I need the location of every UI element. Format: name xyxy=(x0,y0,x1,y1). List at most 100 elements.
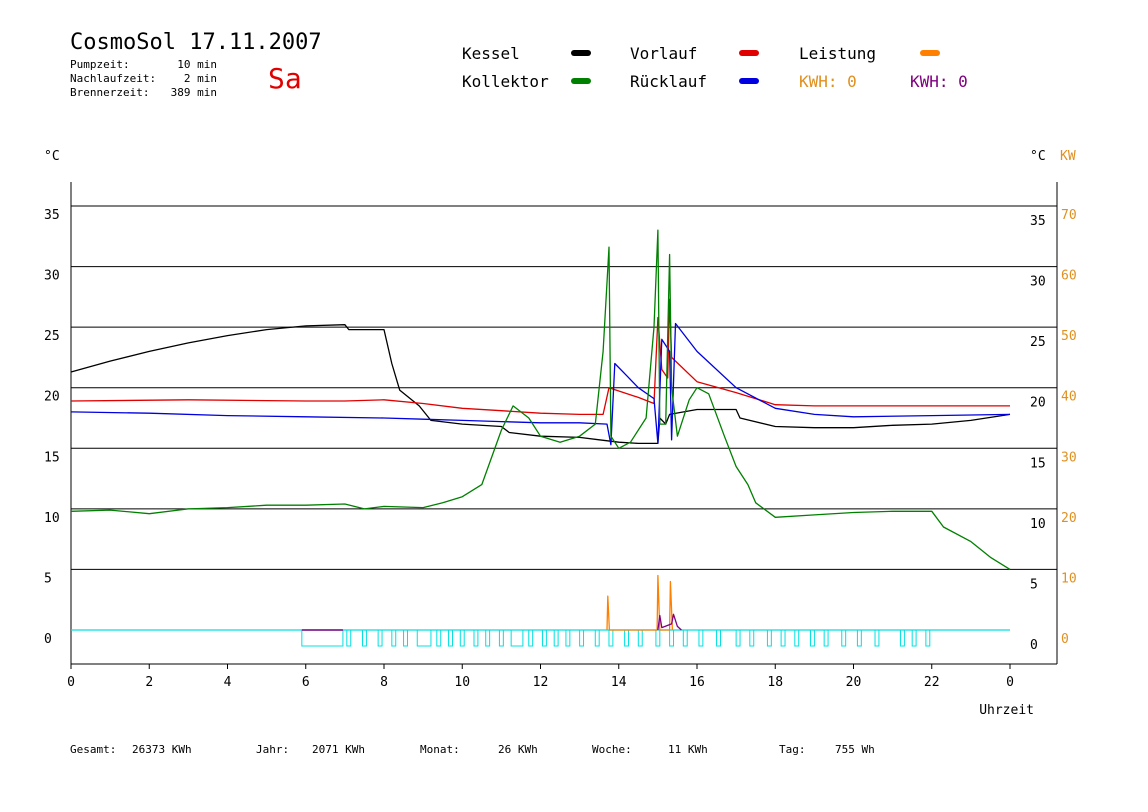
y-tick-label-right: 0 xyxy=(1030,638,1038,653)
pump-activity-box xyxy=(608,629,614,647)
brennerzeit-value: 389 min xyxy=(170,86,217,99)
series-line-vorlauf xyxy=(70,298,1010,416)
y2-tick-label: 60 xyxy=(1061,269,1077,284)
y2-tick-label: 20 xyxy=(1061,511,1077,526)
y-tick-label-right: 30 xyxy=(1030,275,1046,290)
x-tick-label: 18 xyxy=(767,675,783,690)
y-tick-label-left: 20 xyxy=(44,390,60,405)
series-line-kessel xyxy=(70,324,1011,445)
y-tick-label-right: 5 xyxy=(1030,577,1038,592)
legend-vorlauf: Vorlauf xyxy=(630,44,698,63)
pumpzeit-label: Pumpzeit: xyxy=(70,58,130,71)
chart-title: CosmoSol 17.11.2007 xyxy=(70,30,322,55)
pump-activity-box xyxy=(459,629,465,647)
pump-activity-box xyxy=(856,629,862,647)
y-tick-label-right: 35 xyxy=(1030,214,1046,229)
pump-activity-box xyxy=(841,629,847,647)
pump-activity-box xyxy=(528,629,534,647)
legend-kessel-swatch xyxy=(571,50,591,56)
y-tick-label-right: 15 xyxy=(1030,456,1046,471)
legend-kollektor-swatch xyxy=(571,78,591,84)
footer-monat-label: Monat: xyxy=(420,743,460,756)
y-tick-label-right: 20 xyxy=(1030,396,1046,411)
pump-activity-box xyxy=(436,629,442,647)
pump-activity-box xyxy=(473,629,479,647)
x-axis-label: Uhrzeit xyxy=(979,703,1034,718)
weekday-label: Sa xyxy=(268,62,302,95)
x-tick-label: 14 xyxy=(611,675,627,690)
pump-activity-box xyxy=(925,629,931,647)
y2-tick-label: 10 xyxy=(1061,571,1077,586)
legend-vorlauf-swatch xyxy=(739,50,759,56)
y2-tick-label: 70 xyxy=(1061,208,1077,223)
y-tick-label-left: 10 xyxy=(44,511,60,526)
pump-activity-box xyxy=(553,629,559,647)
series-line-ruecklauf xyxy=(70,322,1011,446)
y-tick-label-right: 10 xyxy=(1030,517,1046,532)
x-tick-label: 0 xyxy=(1006,675,1014,690)
pump-activity-box xyxy=(780,629,786,647)
footer-jahr-value: 2071 KWh xyxy=(312,743,365,756)
y2-tick-label: 40 xyxy=(1061,390,1077,405)
pump-activity-box xyxy=(809,629,815,647)
pump-activity-box xyxy=(541,629,547,647)
y-axis-unit-left: °C xyxy=(44,149,60,164)
legend-leistung: Leistung xyxy=(799,44,877,63)
y-tick-label-right: 25 xyxy=(1030,335,1046,350)
pump-activity-box xyxy=(669,629,675,647)
pump-activity-box xyxy=(377,629,383,647)
y-tick-label-left: 5 xyxy=(44,571,52,586)
x-tick-label: 20 xyxy=(846,675,862,690)
legend-ruecklauf: Rücklauf xyxy=(630,72,708,91)
pump-activity-box xyxy=(498,629,504,647)
pump-activity-box xyxy=(361,629,367,647)
legend-kwh-purple: KWH: 0 xyxy=(910,72,968,91)
y-tick-label-left: 35 xyxy=(44,208,60,223)
y2-axis-unit: KW xyxy=(1060,149,1076,164)
footer-jahr-label: Jahr: xyxy=(256,743,290,756)
y-tick-label-left: 15 xyxy=(44,450,60,465)
footer-monat-value: 26 KWh xyxy=(498,743,538,756)
pump-activity-box xyxy=(749,629,755,647)
footer-woche-value: 11 KWh xyxy=(668,743,708,756)
pump-activity-box xyxy=(823,629,829,647)
x-tick-label: 6 xyxy=(302,675,310,690)
pump-activity-box xyxy=(899,629,905,647)
x-tick-label: 16 xyxy=(689,675,705,690)
pump-activity-box xyxy=(448,629,453,647)
pump-activity-box xyxy=(637,629,643,647)
pump-activity-box xyxy=(716,629,721,647)
footer-tag-value: 755 Wh xyxy=(835,743,875,756)
pump-activity-box xyxy=(735,629,741,647)
pump-activity-box xyxy=(766,629,772,647)
x-tick-label: 22 xyxy=(924,675,940,690)
footer-woche-label: Woche: xyxy=(592,743,632,756)
pump-activity-box xyxy=(911,629,917,647)
nachlaufzeit-value: 2 min xyxy=(183,72,217,85)
pump-activity-box xyxy=(485,629,491,647)
y-tick-label-left: 25 xyxy=(44,329,60,344)
footer-gesamt-value: 26373 KWh xyxy=(132,743,192,756)
pump-activity-box xyxy=(682,629,688,647)
nachlaufzeit-label: Nachlaufzeit: xyxy=(70,72,157,85)
pump-activity-box xyxy=(698,629,704,647)
pump-activity-box xyxy=(874,629,880,647)
legend-ruecklauf-swatch xyxy=(739,78,759,84)
pump-activity-box xyxy=(510,629,524,647)
x-tick-label: 4 xyxy=(224,675,232,690)
footer-tag-label: Tag: xyxy=(779,743,806,756)
pump-activity-box xyxy=(624,629,630,647)
y-axis-unit-right: °C xyxy=(1030,149,1046,164)
pump-activity-box xyxy=(403,629,408,647)
series-line-leistung xyxy=(606,574,674,631)
legend-leistung-swatch xyxy=(920,50,940,56)
pump-activity-box xyxy=(579,629,585,647)
y2-tick-label: 30 xyxy=(1061,450,1077,465)
pump-activity-box xyxy=(346,629,352,647)
brennerzeit-label: Brennerzeit: xyxy=(70,86,150,99)
pump-activity-box xyxy=(655,629,661,647)
y-tick-label-left: 30 xyxy=(44,269,60,284)
legend-kessel: Kessel xyxy=(462,44,520,63)
legend-kwh-orange: KWH: 0 xyxy=(799,72,857,91)
